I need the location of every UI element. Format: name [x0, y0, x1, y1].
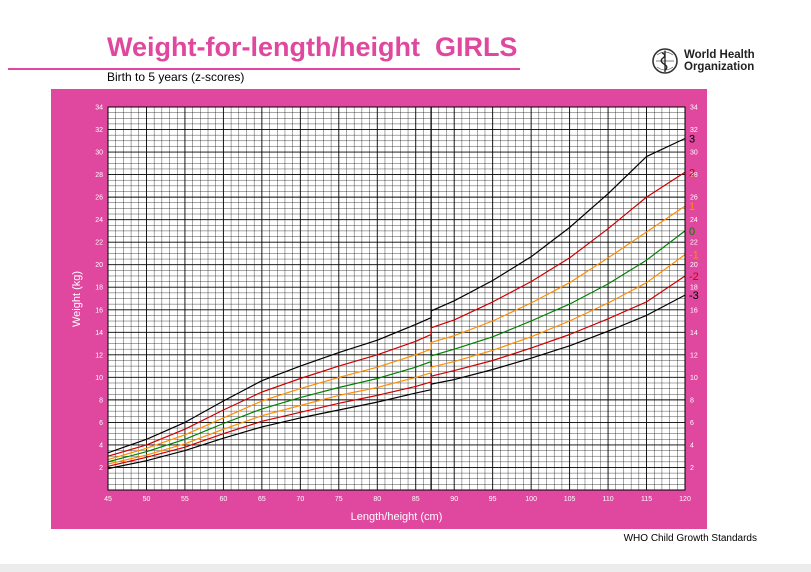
y-axis-label: Weight (kg): [71, 271, 83, 327]
y-tick-label-left: 24: [95, 217, 103, 224]
x-tick-label: 100: [525, 496, 537, 503]
y-tick-label-left: 28: [95, 172, 103, 179]
z-score-label--3: -3: [689, 290, 699, 302]
y-tick-label-left: 32: [95, 127, 103, 134]
page-title: Weight-for-length/height GIRLS: [107, 32, 518, 62]
y-tick-label-right: 20: [690, 262, 698, 269]
z-score-line--3: [107, 294, 686, 470]
z-score-label-1: 1: [689, 201, 695, 213]
who-name-line2: Organization: [684, 61, 755, 73]
z-score-label--2: -2: [689, 271, 699, 283]
y-tick-label-left: 8: [99, 397, 103, 404]
series: [107, 137, 686, 470]
who-name-line1: World Health: [684, 49, 755, 61]
bottom-strip: [0, 564, 811, 572]
z-score-line-0: [107, 230, 686, 463]
x-tick-label: 75: [335, 496, 343, 503]
z-score-line--2: [107, 275, 686, 467]
x-tick-label: 55: [181, 496, 189, 503]
y-tick-label-left: 6: [99, 420, 103, 427]
y-tick-label-left: 16: [95, 307, 103, 314]
x-tick-label: 65: [258, 496, 266, 503]
who-emblem-icon: [652, 48, 678, 74]
x-tick-label: 115: [641, 496, 652, 503]
z-score-line--1: [107, 254, 686, 465]
z-score-line-2: [107, 171, 686, 457]
y-tick-label-right: 30: [690, 150, 698, 157]
y-tick-label-right: 12: [690, 352, 698, 359]
title-rule: [8, 68, 520, 70]
x-tick-label: 60: [220, 496, 228, 503]
plot-border: [107, 106, 686, 491]
y-tick-label-left: 14: [95, 330, 103, 337]
who-name: World Health Organization: [684, 49, 755, 73]
x-tick-label: 105: [564, 496, 576, 503]
x-tick-label: 120: [679, 496, 691, 503]
footer-note: WHO Child Growth Standards: [623, 533, 757, 544]
y-tick-label-right: 32: [690, 127, 698, 134]
x-tick-label: 45: [104, 496, 112, 503]
y-tick-label-right: 18: [690, 285, 698, 292]
x-axis-label: Length/height (cm): [351, 511, 443, 523]
x-tick-label: 70: [296, 496, 304, 503]
y-tick-label-right: 6: [690, 420, 694, 427]
y-tick-label-left: 26: [95, 195, 103, 202]
y-tick-label-right: 14: [690, 330, 698, 337]
y-tick-label-left: 10: [95, 375, 103, 382]
y-tick-label-right: 28: [690, 172, 698, 179]
y-tick-label-left: 22: [95, 240, 103, 247]
z-score-label-0: 0: [689, 226, 695, 238]
x-tick-label: 110: [602, 496, 613, 503]
x-tick-label: 90: [450, 496, 458, 503]
y-tick-label-right: 4: [690, 442, 694, 449]
y-tick-label-left: 4: [99, 442, 103, 449]
z-score-line-1: [107, 205, 686, 461]
y-tick-label-left: 30: [95, 150, 103, 157]
z-score-label--1: -1: [689, 250, 699, 262]
y-tick-label-right: 2: [690, 465, 694, 472]
who-logo: World Health Organization: [651, 47, 761, 77]
y-tick-label-right: 8: [690, 397, 694, 404]
y-tick-label-left: 18: [95, 285, 103, 292]
y-tick-label-left: 20: [95, 262, 103, 269]
z-score-label-2: 2: [689, 167, 695, 179]
z-score-label-3: 3: [689, 134, 695, 146]
x-tick-label: 80: [373, 496, 381, 503]
x-tick-label: 85: [412, 496, 420, 503]
y-tick-label-left: 12: [95, 352, 103, 359]
y-tick-label-right: 16: [690, 307, 698, 314]
page-subtitle: Birth to 5 years (z-scores): [107, 70, 245, 84]
y-tick-label-right: 22: [690, 240, 698, 247]
x-tick-label: 50: [143, 496, 151, 503]
grid: [107, 106, 686, 491]
y-tick-label-left: 2: [99, 465, 103, 472]
y-tick-label-left: 34: [95, 105, 103, 112]
z-score-line-3: [107, 137, 686, 454]
y-tick-label-right: 10: [690, 375, 698, 382]
y-tick-label-right: 24: [690, 217, 698, 224]
series-labels: 3 2 1 0 -1 -2 -3: [689, 134, 699, 303]
x-tick-label: 95: [489, 496, 497, 503]
y-tick-label-right: 34: [690, 105, 698, 112]
y-tick-label-right: 26: [690, 195, 698, 202]
